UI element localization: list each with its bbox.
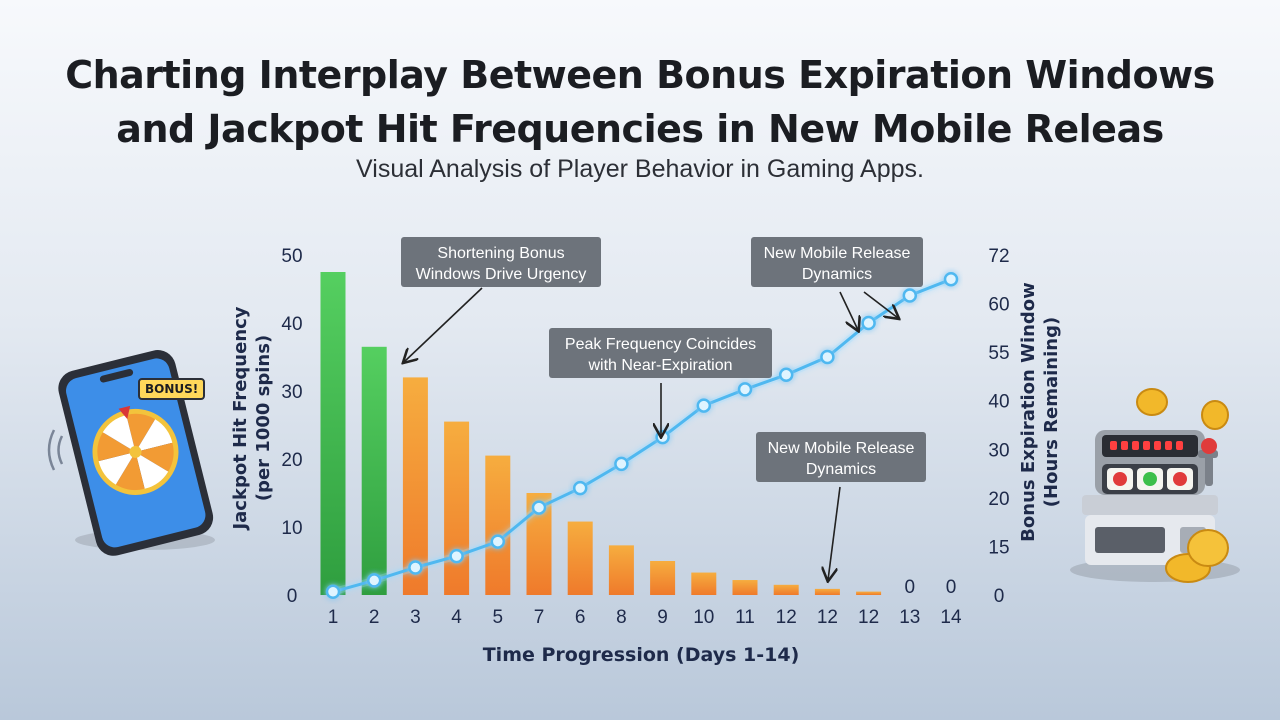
line-point-3 (408, 560, 423, 575)
x-tick-label: 12 (817, 607, 838, 628)
y-left-tick-label: 20 (281, 450, 302, 471)
line-point-2 (366, 573, 382, 588)
callout-bonus-urgency: Shortening Bonus Windows Drive Urgency (401, 237, 601, 287)
bar-2 (361, 346, 387, 595)
bar-12 (773, 584, 799, 595)
bar-11 (732, 580, 758, 595)
bar-3 (402, 377, 428, 595)
line-point-6 (531, 500, 547, 515)
line-point-13 (820, 349, 835, 365)
title-line-2: and Jackpot Hit Frequencies in New Mobil… (116, 107, 1164, 151)
y-right-tick-label: 60 (988, 295, 1009, 316)
line-point-11 (737, 382, 753, 397)
line-point-14 (861, 315, 876, 331)
line-point-4 (449, 548, 464, 564)
x-tick-label: 12 (776, 607, 797, 628)
y-left-axis-title: Jackpot Hit Frequency (per 1000 spins) (230, 306, 274, 531)
y-left-tick-label: 0 (287, 586, 298, 607)
slot-machine-icon (1070, 388, 1240, 583)
callout-release-dynamics-top: New Mobile Release Dynamics (751, 237, 923, 287)
y-right-tick-label: 40 (988, 392, 1009, 413)
y-right-axis-title-line1: Bonus Expiration Window (1018, 282, 1039, 542)
x-tick-label: 12 (858, 607, 879, 628)
axes-layer: 1 2 3 4 5 7 6 8 9 10 11 12 12 12 13 1401020304050015203… (230, 246, 1062, 666)
y-right-tick-label: 30 (988, 440, 1009, 461)
phone-bonus-wheel-icon (47, 350, 215, 556)
x-tick-label: 3 (410, 607, 421, 628)
bar-13 (814, 588, 840, 595)
bar-data-label: 0 (946, 577, 957, 598)
y-left-tick-label: 10 (281, 518, 302, 539)
y-left-axis-title-line2: (per 1000 spins) (253, 335, 274, 501)
line-series (332, 277, 952, 594)
line-point-7 (572, 480, 588, 496)
x-tick-label: 14 (940, 607, 962, 628)
x-tick-label: 8 (616, 607, 627, 628)
y-right-tick-label: 20 (988, 489, 1009, 510)
line-point-9 (655, 429, 670, 445)
x-tick-label: 2 (369, 607, 380, 628)
gold-coins-icon (1136, 388, 1229, 583)
x-tick-label: 1 (328, 607, 339, 628)
bonus-badge: BONUS! (138, 378, 206, 400)
callout-peak-frequency: Peak Frequency Coincides with Near-Expir… (549, 328, 772, 378)
annotation-arrows (404, 287, 898, 580)
arrow-urgency (404, 287, 483, 362)
line-point-8 (614, 456, 629, 472)
bar-7 (567, 521, 593, 595)
x-axis-title: Time Progression (Days 1-14) (483, 644, 800, 666)
line-point-16 (943, 272, 959, 287)
x-tick-label: 13 (899, 607, 920, 628)
y-right-tick-label: 55 (988, 343, 1009, 364)
line-layer (325, 272, 959, 600)
arrow-release-bottom (828, 486, 841, 580)
x-tick-label: 10 (693, 607, 714, 628)
x-tick-label: 4 (451, 607, 462, 628)
bar-9 (650, 561, 676, 595)
page-title: Charting Interplay Between Bonus Expirat… (0, 48, 1280, 156)
x-tick-label: 9 (657, 607, 668, 628)
bar-8 (608, 545, 634, 595)
bar-data-label: 0 (905, 577, 916, 598)
page-subtitle: Visual Analysis of Player Behavior in Ga… (356, 155, 924, 183)
y-right-axis-title-line2: (Hours Remaining) (1041, 317, 1062, 507)
x-tick-label: 7 (534, 607, 545, 628)
y-right-tick-label: 15 (988, 537, 1009, 558)
y-right-axis-title: Bonus Expiration Window (Hours Remaining) (1018, 282, 1062, 542)
x-tick-label: 5 (493, 607, 504, 628)
y-right-tick-label: 72 (988, 246, 1009, 267)
bar-14 (856, 591, 882, 595)
y-right-tick-label: 0 (994, 586, 1005, 607)
y-left-axis-title-line1: Jackpot Hit Frequency (230, 306, 251, 531)
y-left-tick-label: 30 (281, 382, 302, 403)
bar-5 (485, 455, 511, 595)
y-left-tick-label: 40 (281, 314, 302, 335)
x-tick-label: 6 (575, 607, 586, 628)
line-point-5 (490, 534, 506, 549)
line-point-12 (778, 367, 794, 383)
line-point-1 (325, 584, 341, 600)
line-point-10 (696, 398, 712, 413)
bar-10 (691, 572, 717, 595)
bar-4 (444, 421, 470, 595)
arrow-release-top-2 (863, 291, 898, 318)
line-point-15 (902, 288, 918, 303)
y-left-tick-label: 50 (281, 246, 302, 267)
bar-1 (320, 272, 346, 595)
x-tick-label: 11 (735, 607, 755, 628)
callout-release-dynamics-bottom: New Mobile Release Dynamics (756, 432, 926, 482)
arrow-release-top-1 (839, 291, 858, 330)
title-line-1: Charting Interplay Between Bonus Expirat… (65, 53, 1215, 97)
